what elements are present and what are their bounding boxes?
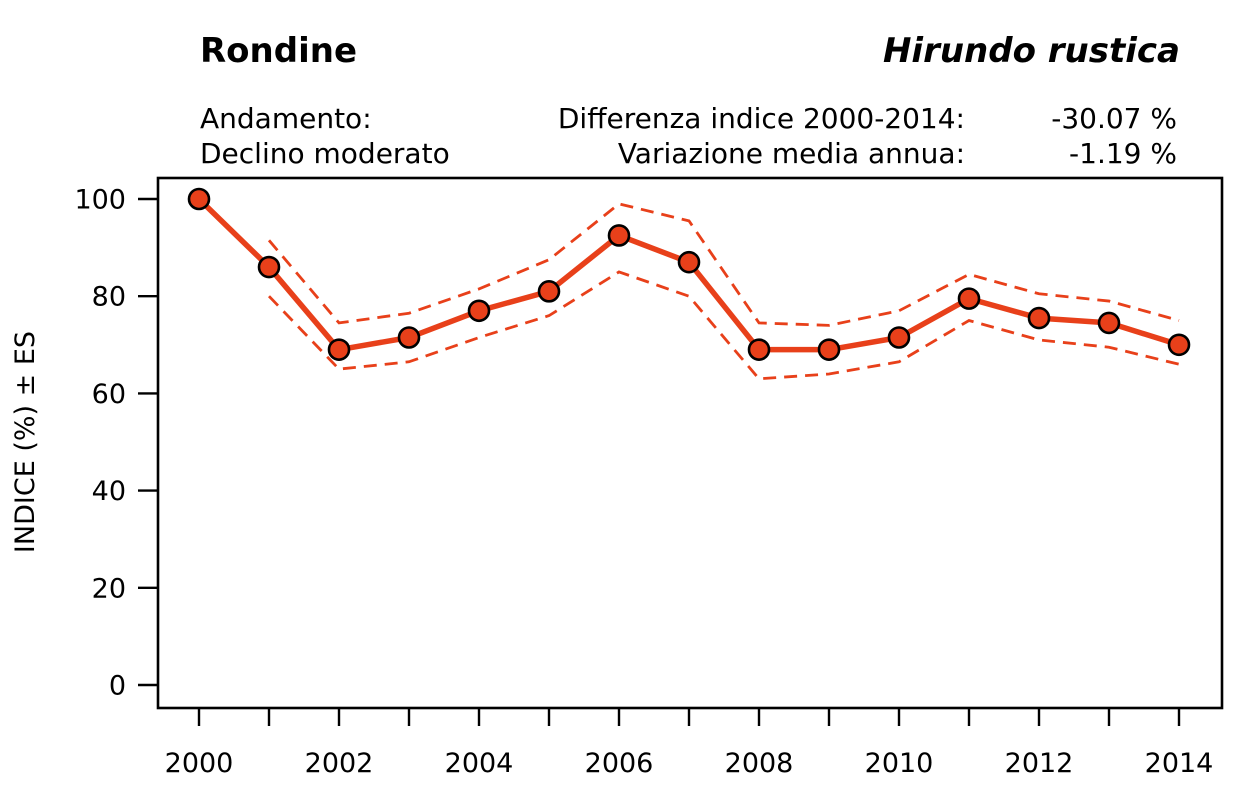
data-point-2006 bbox=[607, 224, 631, 247]
x-tick-label: 2000 bbox=[165, 748, 234, 779]
y-tick-label: 20 bbox=[92, 573, 126, 604]
x-tick-label: 2014 bbox=[1145, 748, 1214, 779]
data-point-2013 bbox=[1097, 311, 1121, 335]
y-tick-label: 100 bbox=[74, 185, 126, 216]
y-tick-label: 80 bbox=[92, 282, 126, 313]
x-tick-label: 2010 bbox=[865, 748, 934, 779]
y-axis-label: INDICE (%) ± ES bbox=[10, 331, 41, 553]
ci-upper-line bbox=[267, 202, 1180, 327]
y-axis-ticks: 0 20 40 60 80 100 bbox=[74, 185, 158, 702]
y-tick-label: 0 bbox=[109, 671, 126, 702]
data-point-2009 bbox=[817, 338, 841, 361]
ci-lower-line bbox=[267, 270, 1180, 381]
index-difference-label: Differenza indice 2000-2014: bbox=[558, 102, 965, 135]
confidence-interval-lines bbox=[267, 202, 1180, 381]
species-name: Hirundo rustica bbox=[883, 31, 1180, 71]
x-tick-label: 2012 bbox=[1005, 748, 1074, 779]
x-tick-label: 2004 bbox=[445, 748, 514, 779]
annual-variation-label: Variazione media annua: bbox=[618, 137, 965, 170]
y-tick-label: 60 bbox=[92, 379, 126, 410]
data-point-2003 bbox=[397, 326, 421, 349]
data-points bbox=[187, 187, 1191, 361]
data-point-2010 bbox=[887, 326, 911, 349]
data-point-2011 bbox=[957, 287, 981, 310]
data-point-2012 bbox=[1027, 306, 1051, 330]
index-difference-value: -30.07 % bbox=[1051, 102, 1177, 135]
annual-variation-value: -1.19 % bbox=[1069, 137, 1177, 170]
data-point-2014 bbox=[1167, 333, 1191, 357]
data-point-2004 bbox=[467, 299, 491, 323]
data-point-2008 bbox=[747, 338, 771, 361]
x-tick-label: 2008 bbox=[725, 748, 794, 779]
trend-value: Declino moderato bbox=[200, 137, 450, 170]
data-point-2002 bbox=[327, 338, 351, 361]
page-title: Rondine bbox=[200, 31, 357, 71]
x-axis-ticks: 2000 2002 2004 2006 2008 2010 2012 2014 bbox=[165, 708, 1214, 779]
data-point-2005 bbox=[537, 280, 561, 303]
trend-label: Andamento: bbox=[200, 102, 372, 135]
data-point-2000 bbox=[187, 187, 211, 211]
data-point-2007 bbox=[677, 250, 701, 274]
x-tick-label: 2006 bbox=[585, 748, 654, 779]
data-point-2001 bbox=[257, 255, 281, 279]
x-tick-label: 2002 bbox=[305, 748, 374, 779]
y-tick-label: 40 bbox=[92, 476, 126, 507]
